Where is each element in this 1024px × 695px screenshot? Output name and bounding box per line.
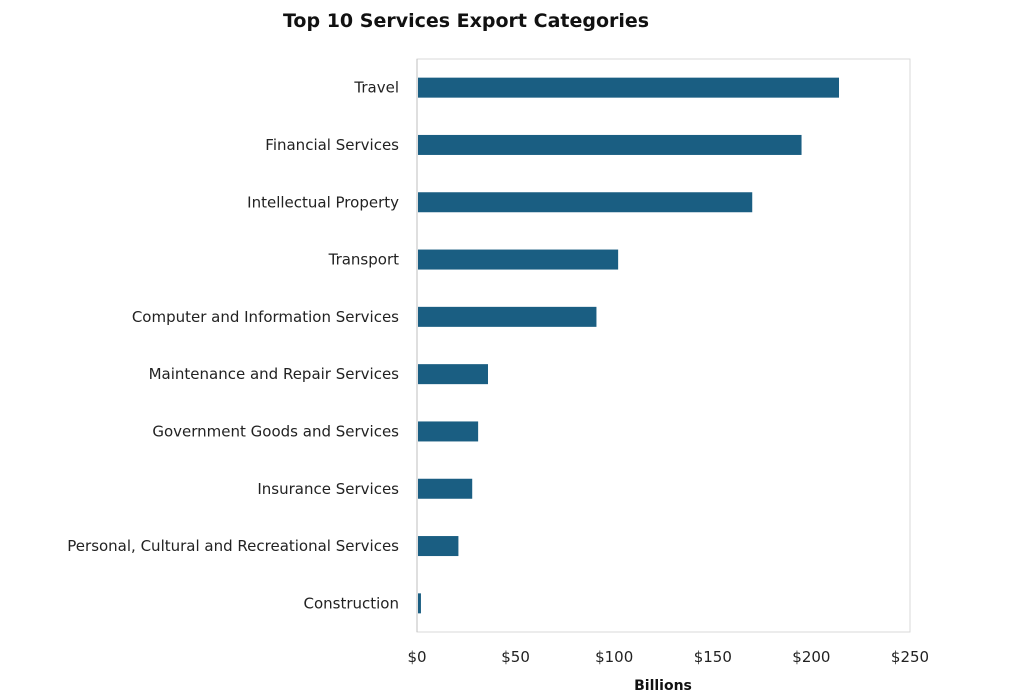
bar	[418, 192, 753, 213]
x-tick-label: $100	[595, 648, 633, 666]
category-label: Construction	[303, 594, 399, 612]
x-tick-label: $50	[501, 648, 530, 666]
category-label: Maintenance and Repair Services	[149, 365, 400, 383]
category-label: Financial Services	[265, 136, 399, 154]
bars-group	[418, 77, 840, 614]
bar	[418, 536, 459, 557]
category-label: Insurance Services	[257, 480, 399, 498]
bar	[418, 306, 597, 327]
x-tick-label: $0	[407, 648, 426, 666]
bar	[418, 134, 802, 155]
x-tick-label: $150	[694, 648, 732, 666]
category-label: Transport	[328, 251, 400, 269]
x-axis-ticks: $0 $50 $100 $150 $200 $250	[407, 648, 929, 666]
bar	[418, 364, 488, 385]
chart-title: Top 10 Services Export Categories	[283, 10, 650, 32]
x-tick-label: $200	[792, 648, 830, 666]
bar	[418, 77, 840, 98]
category-label: Intellectual Property	[247, 193, 399, 211]
bar	[418, 593, 421, 614]
category-label: Government Goods and Services	[152, 422, 399, 440]
category-label: Personal, Cultural and Recreational Serv…	[67, 537, 399, 555]
category-label: Computer and Information Services	[132, 308, 399, 326]
x-axis-title: Billions	[634, 678, 692, 694]
bar	[418, 249, 619, 270]
bar	[418, 421, 479, 442]
category-labels: Travel Financial Services Intellectual Pro…	[67, 79, 399, 613]
category-label: Travel	[353, 79, 399, 97]
x-tick-label: $250	[891, 648, 929, 666]
bar	[418, 478, 473, 499]
